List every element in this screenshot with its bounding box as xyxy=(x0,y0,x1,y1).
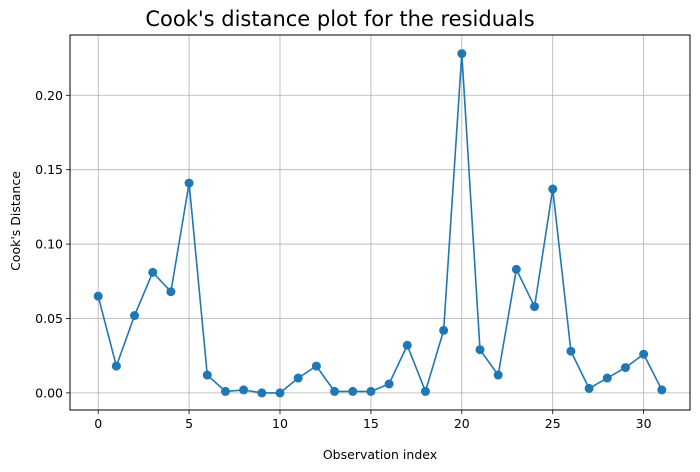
data-point xyxy=(93,291,103,301)
axis-ticks: 0 5 10 15 20 25 30 0.00 0.05 0.10 0.15 0.20 xyxy=(35,88,651,431)
data-point xyxy=(184,178,194,188)
data-point xyxy=(166,287,176,297)
data-point xyxy=(220,386,230,396)
x-tick-label: 5 xyxy=(185,416,193,431)
data-point xyxy=(402,340,412,350)
y-tick-label: 0.20 xyxy=(35,88,63,103)
chart-title: Cook's distance plot for the residuals xyxy=(145,7,534,31)
data-point xyxy=(639,349,649,359)
data-point xyxy=(366,386,376,396)
data-point xyxy=(584,383,594,393)
data-point xyxy=(457,49,467,59)
data-point xyxy=(566,346,576,356)
data-point xyxy=(602,373,612,383)
y-tick-label: 0.05 xyxy=(35,311,63,326)
data-point xyxy=(511,264,521,274)
data-point xyxy=(130,311,140,321)
data-point xyxy=(548,184,558,194)
x-tick-label: 25 xyxy=(545,416,561,431)
data-point xyxy=(420,386,430,396)
data-point xyxy=(275,388,285,398)
data-point xyxy=(202,370,212,380)
y-tick-label: 0.15 xyxy=(35,162,63,177)
x-tick-label: 30 xyxy=(636,416,652,431)
data-point xyxy=(148,267,158,277)
data-point xyxy=(439,325,449,335)
data-point xyxy=(330,386,340,396)
data-point xyxy=(620,363,630,373)
data-series xyxy=(93,49,667,398)
series-line xyxy=(97,52,663,394)
y-tick-label: 0.10 xyxy=(35,237,63,252)
y-tick-label: 0.00 xyxy=(35,385,63,400)
x-tick-label: 15 xyxy=(363,416,379,431)
data-point xyxy=(257,388,267,398)
y-axis-label: Cook's Distance xyxy=(8,171,23,271)
grid-lines xyxy=(70,35,690,410)
data-point xyxy=(475,345,485,355)
plot-frame xyxy=(69,34,691,411)
data-point xyxy=(239,385,249,395)
data-point xyxy=(111,361,121,371)
data-point xyxy=(293,373,303,383)
data-point xyxy=(493,370,503,380)
data-point xyxy=(311,361,321,371)
data-point xyxy=(348,386,358,396)
data-point xyxy=(384,379,394,389)
x-axis-label: Observation index xyxy=(323,447,437,462)
data-point xyxy=(657,385,667,395)
x-tick-label: 10 xyxy=(272,416,288,431)
x-tick-label: 0 xyxy=(94,416,102,431)
x-tick-label: 20 xyxy=(454,416,470,431)
data-point xyxy=(530,302,540,312)
